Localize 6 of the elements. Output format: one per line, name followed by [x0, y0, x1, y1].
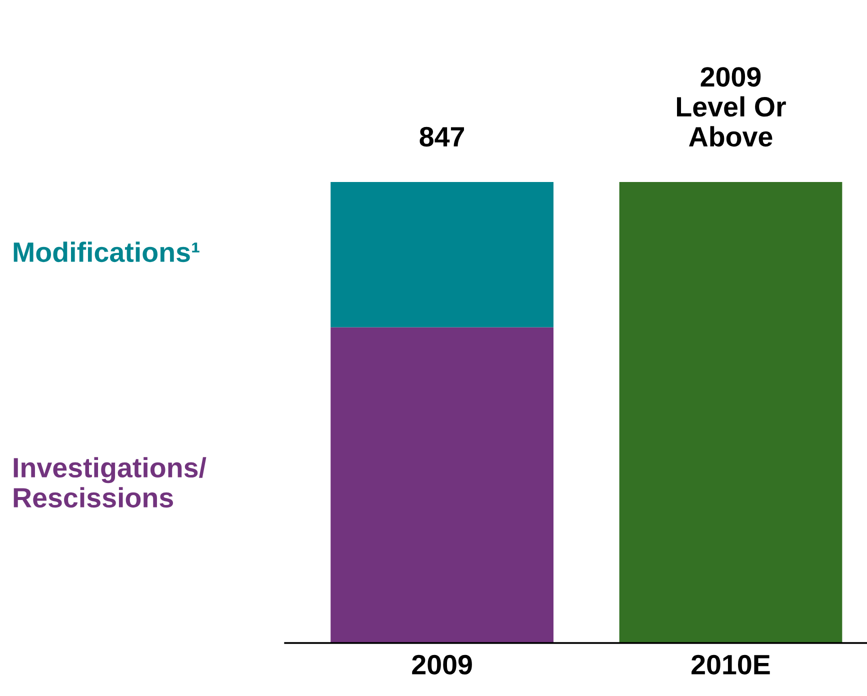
text: Modifications¹	[14, 242, 200, 262]
text: Investigations/ Rescissions	[14, 457, 206, 508]
x-tick-label: 2009	[412, 654, 472, 675]
x-tick-label: 2010E	[692, 654, 770, 675]
annotation: 847	[420, 126, 464, 147]
annotation: 2009 Level Or Above	[677, 67, 786, 147]
